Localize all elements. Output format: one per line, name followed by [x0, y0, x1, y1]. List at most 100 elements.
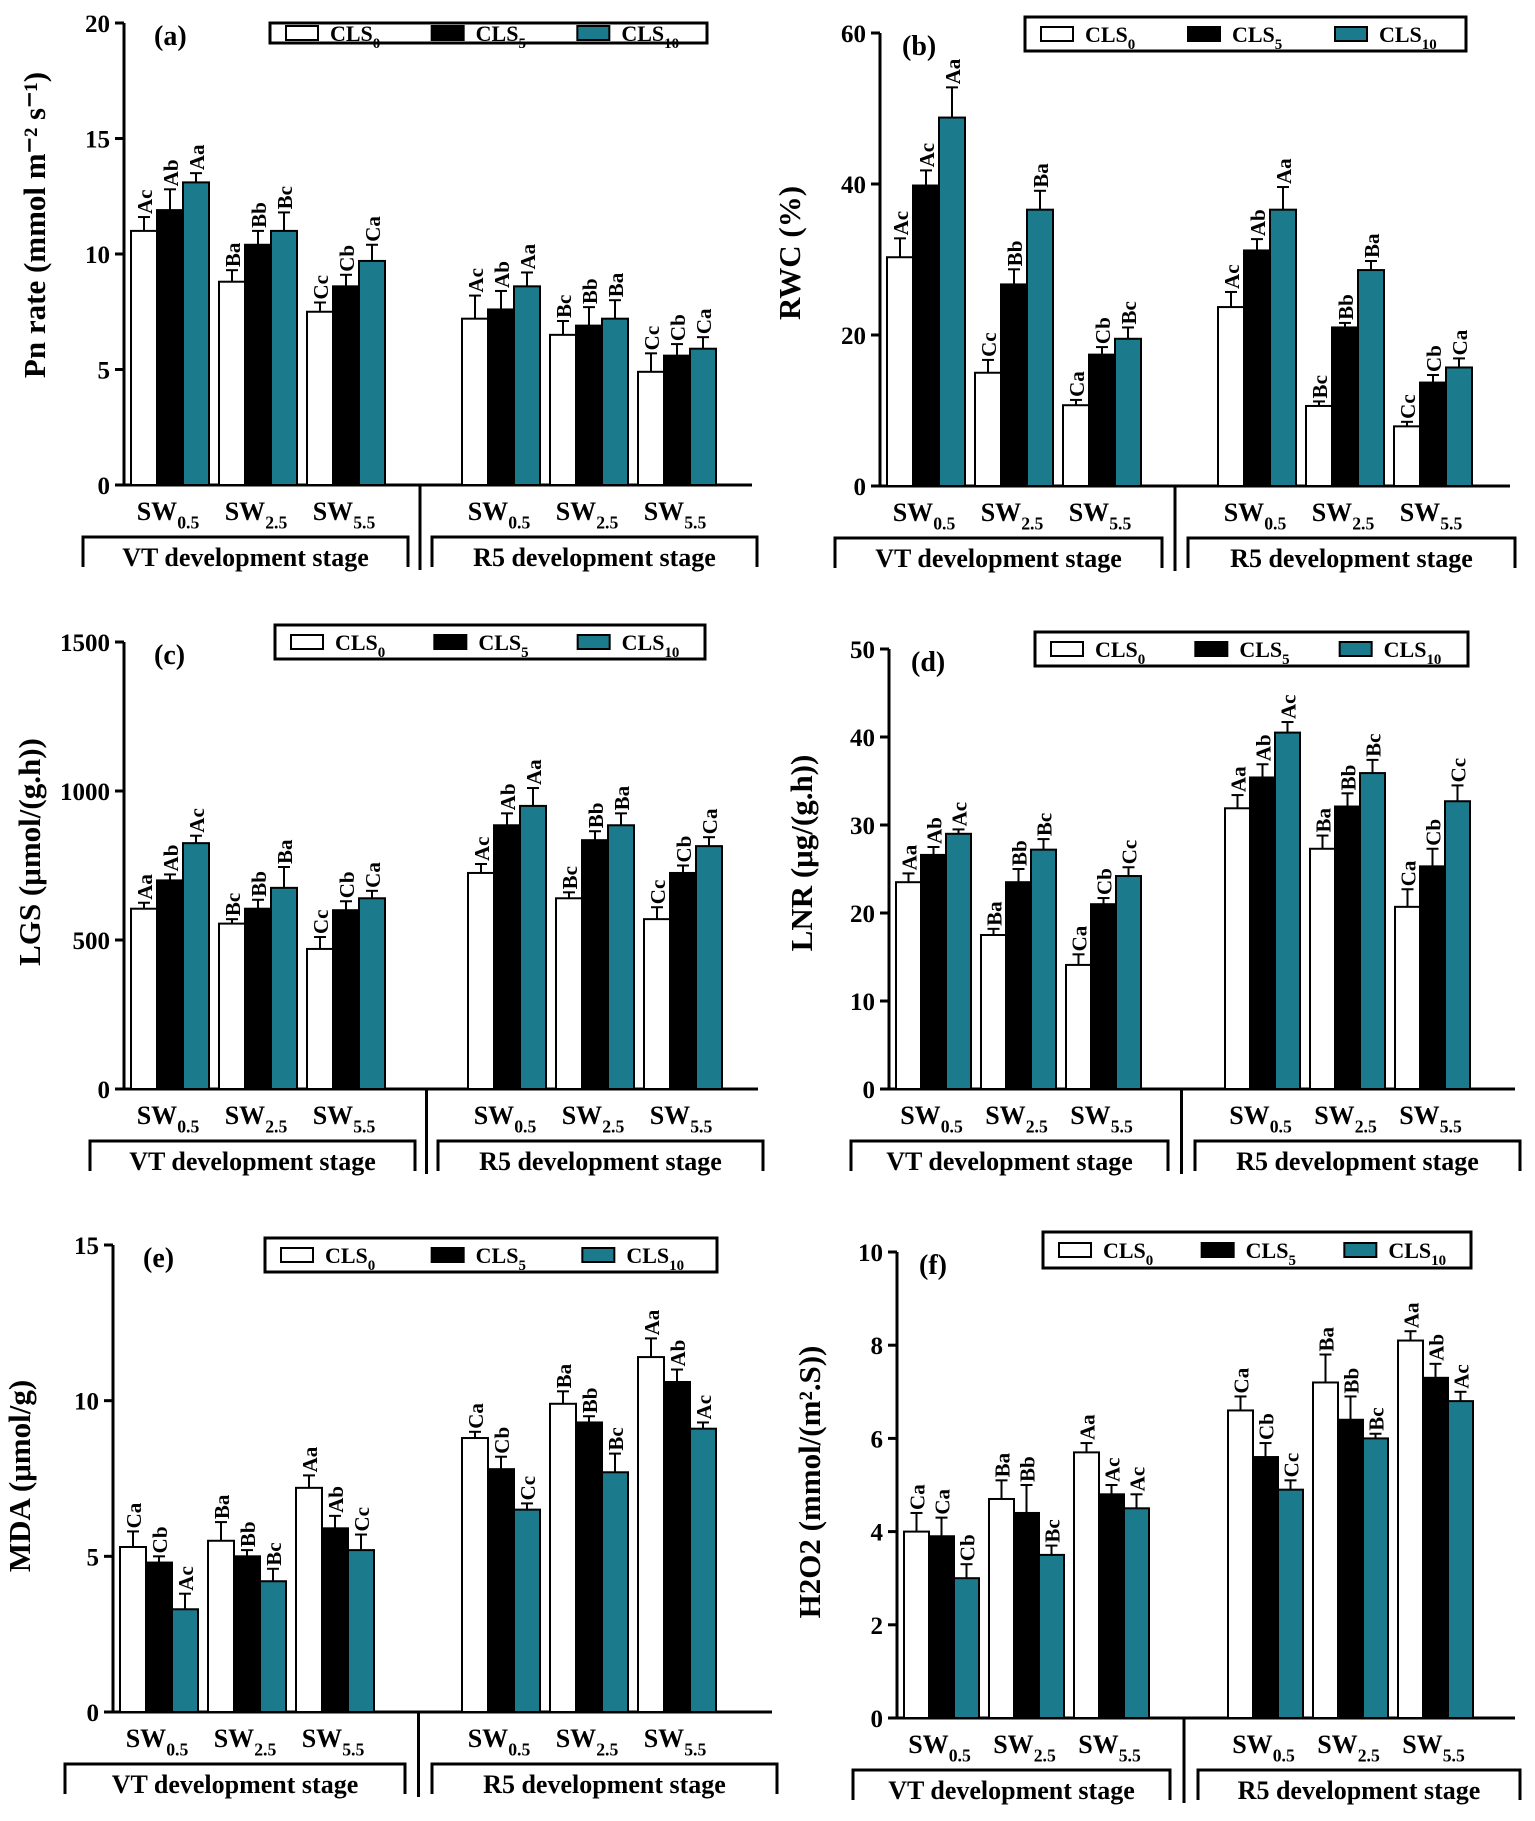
x-tick-label-sub: 2.5	[1034, 1745, 1056, 1765]
significance-label: Aa	[1076, 1414, 1100, 1440]
legend-label-sub: 0	[368, 1258, 375, 1274]
y-tick-label: 5	[98, 358, 111, 385]
group-label: VT development stage	[886, 1147, 1133, 1176]
x-tick-label: SW2.5	[1314, 1101, 1377, 1136]
x-tick-label-sub: 2.5	[1355, 1116, 1377, 1136]
legend-label: CLS10	[1379, 22, 1437, 53]
y-tick-label: 20	[841, 323, 866, 350]
group-bracket	[1193, 1139, 1522, 1171]
bar	[575, 324, 603, 486]
significance-label: Ba	[1029, 163, 1053, 188]
y-tick-label: 50	[850, 637, 875, 664]
significance-label: Ba	[991, 1452, 1015, 1477]
bar	[156, 209, 184, 487]
x-tick-label-base: SW	[556, 1724, 596, 1753]
bar	[513, 1508, 541, 1713]
y-axis-label: MDA (μmol/g)	[2, 1380, 37, 1572]
significance-label: Bb	[1008, 840, 1032, 866]
legend-label-sub: 10	[669, 1258, 684, 1274]
legend-label: CLS10	[1384, 637, 1442, 668]
group-label: R5 development stage	[479, 1147, 722, 1176]
bar	[549, 333, 577, 486]
x-tick-label-sub: 5.5	[1111, 1116, 1133, 1136]
x-tick-label-sub: 2.5	[596, 1739, 618, 1759]
bar	[669, 871, 697, 1091]
x-tick-label-sub: 0.5	[949, 1745, 971, 1765]
y-tick-label: 6	[871, 1426, 884, 1453]
x-tick-label-sub: 0.5	[1273, 1745, 1295, 1765]
significance-label: Aa	[1400, 1302, 1424, 1328]
legend-swatch	[430, 1247, 465, 1263]
y-axis-label: LGS (μmol/(g.h))	[12, 738, 47, 966]
bar	[270, 886, 298, 1090]
significance-label: Ca	[692, 308, 716, 334]
bar	[1422, 1376, 1449, 1719]
legend-box	[1023, 15, 1468, 53]
x-tick-label-base: SW	[302, 1724, 342, 1753]
significance-label: Bc	[558, 866, 582, 889]
significance-label: Ab	[324, 1486, 348, 1513]
group-bracket	[88, 1139, 417, 1171]
bar	[461, 1437, 489, 1713]
bar	[493, 824, 521, 1091]
bar	[1331, 326, 1359, 488]
y-tick-label: 20	[850, 901, 875, 928]
group-label: R5 development stage	[483, 1770, 726, 1799]
bar	[601, 1471, 629, 1713]
legend-label-base: CLS	[476, 1243, 519, 1268]
significance-label: Ca	[931, 1488, 955, 1514]
x-tick-label: SW5.5	[644, 497, 707, 532]
x-tick-label-sub: 5.5	[1443, 1745, 1465, 1765]
significance-label: Ba	[273, 839, 297, 864]
y-tick-label: 5	[87, 1544, 100, 1571]
significance-label: Ba	[1312, 808, 1336, 833]
x-tick-label-sub: 5.5	[690, 1116, 712, 1136]
bar	[637, 370, 665, 486]
significance-label: Cc	[1118, 840, 1142, 865]
y-tick-label: 10	[858, 1240, 883, 1267]
legend-swatch	[1194, 641, 1229, 657]
y-axis-label: LNR (μg/(g.h))	[784, 755, 819, 952]
significance-label: Bb	[1340, 1368, 1364, 1394]
legend-label-base: CLS	[325, 1243, 368, 1268]
x-tick-label: SW2.5	[562, 1101, 625, 1136]
x-tick-label-sub: 0.5	[508, 512, 530, 532]
significance-label: Ca	[1065, 371, 1089, 397]
significance-label: Bb	[247, 202, 271, 228]
x-tick-label-sub: 0.5	[177, 1116, 199, 1136]
x-tick-label-base: SW	[1402, 1730, 1442, 1759]
x-tick-label-sub: 5.5	[1119, 1745, 1141, 1765]
significance-label: Cc	[309, 275, 333, 300]
x-tick-label-sub: 2.5	[265, 512, 287, 532]
legend-label-sub: 5	[518, 1258, 525, 1274]
significance-label: Cc	[309, 910, 333, 935]
panel-label: (e)	[143, 1243, 174, 1274]
panel-label: (c)	[154, 640, 185, 671]
legend-label-base: CLS	[1388, 1238, 1431, 1263]
x-tick-label: SW5.5	[1069, 498, 1132, 533]
x-tick-label: SW5.5	[1399, 1101, 1462, 1136]
bar	[689, 347, 717, 486]
legend-swatch	[1338, 641, 1373, 657]
significance-label: Cb	[335, 245, 359, 272]
x-tick-label-sub: 5.5	[1440, 513, 1462, 533]
legend-swatch	[581, 1247, 616, 1263]
legend-label: CLS10	[621, 21, 679, 52]
significance-label: Ab	[496, 783, 520, 810]
significance-label: Ac	[692, 1395, 716, 1420]
x-tick-label-base: SW	[1314, 1101, 1354, 1130]
significance-label: Cc	[516, 1476, 540, 1501]
significance-label: Bb	[247, 871, 271, 897]
bar	[1337, 1418, 1364, 1719]
bar	[938, 116, 966, 487]
group-label: VT development stage	[129, 1147, 376, 1176]
x-tick-label-base: SW	[468, 1724, 508, 1753]
x-tick-label-base: SW	[993, 1730, 1033, 1759]
bar	[1274, 731, 1301, 1090]
y-tick-label: 0	[871, 1706, 884, 1733]
significance-label: Cc	[640, 326, 664, 351]
x-tick-label-base: SW	[468, 497, 508, 526]
y-tick-label: 40	[841, 172, 866, 199]
x-tick-label-base: SW	[225, 497, 265, 526]
x-tick-label-sub: 2.5	[602, 1116, 624, 1136]
